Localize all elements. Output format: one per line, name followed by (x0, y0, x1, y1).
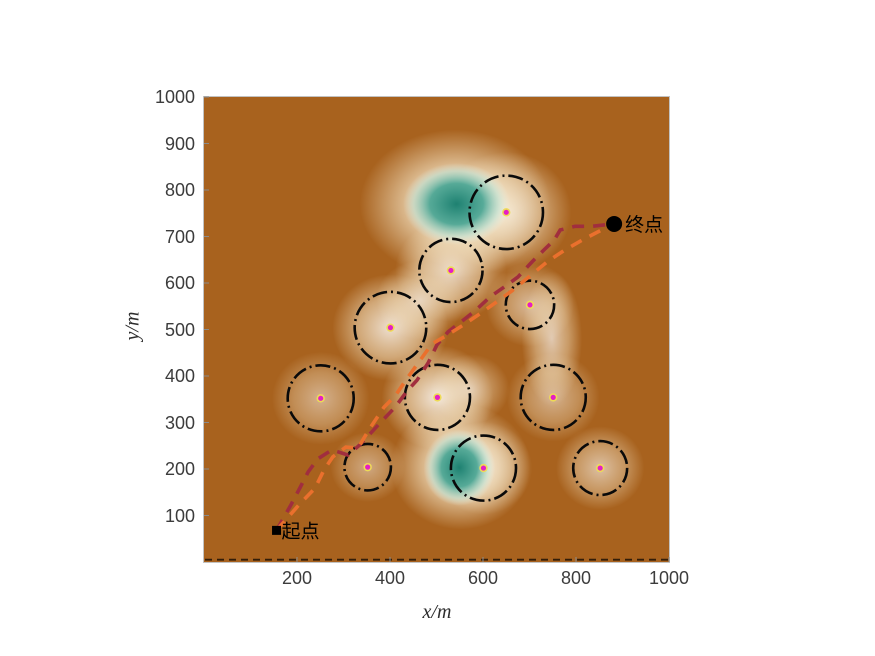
valley-teal-core (423, 429, 496, 506)
obstacle-circle (286, 364, 356, 433)
x-tick-label: 800 (560, 568, 592, 588)
y-tick-label: 900 (164, 133, 195, 154)
obstacle-layer (286, 174, 629, 502)
obstacle-circle (417, 237, 484, 304)
y-tick-label: 400 (164, 366, 195, 386)
x-tick-label: 200 (281, 568, 313, 588)
obstacle-center-dot (502, 208, 511, 217)
tick-marks (204, 96, 670, 562)
y-tick-label: 200 (164, 459, 195, 479)
obstacle-circle (449, 434, 518, 502)
obstacle-center-dot (525, 300, 535, 310)
field-peak-glow (376, 260, 465, 340)
obstacle-circle (343, 442, 393, 492)
obstacle-center-dot (595, 463, 605, 473)
end-marker-circle (606, 215, 623, 232)
obstacle-center-dot (386, 323, 395, 332)
obstacle-center-dot (549, 393, 558, 402)
y-tick-label: 1000 (154, 87, 195, 107)
plot-border (203, 96, 670, 563)
obstacle-center-dot (479, 463, 488, 473)
x-axis-label: x/m (422, 601, 452, 623)
y-tick-label: 500 (164, 319, 195, 340)
y-tick-label: 700 (164, 226, 195, 247)
x-tick-label: 400 (374, 568, 406, 588)
start-label: 起点 (282, 520, 320, 542)
obstacle-circle (468, 174, 545, 251)
obstacle-center-dot (446, 266, 456, 275)
y-tick-label: 600 (164, 273, 195, 293)
obstacle-circle (519, 363, 588, 432)
x-tick-label: 1000 (648, 568, 690, 588)
obstacle-circle (504, 279, 556, 331)
field-peak-glow (521, 271, 583, 407)
obstacle-circle (571, 439, 629, 497)
path-layer (274, 222, 615, 532)
obstacle-center-dot (433, 393, 442, 402)
potential-field-surface (204, 97, 669, 562)
obstacle-circle (353, 290, 428, 365)
y-tick-label: 300 (164, 412, 195, 433)
obstacle-circle (403, 363, 472, 432)
x-tick-label: 600 (467, 568, 499, 588)
start-marker-square (272, 525, 282, 535)
end-label: 终点 (625, 214, 663, 236)
marker-layer: 起点 终点 (272, 214, 663, 542)
obstacle-center-dot (316, 394, 325, 403)
y-tick-label: 800 (164, 180, 195, 200)
y-tick-label: 100 (164, 505, 195, 526)
path-maroon (274, 222, 614, 532)
path-orange (275, 222, 615, 532)
valley-teal-core (403, 163, 510, 245)
obstacle-center-dot (363, 462, 372, 472)
